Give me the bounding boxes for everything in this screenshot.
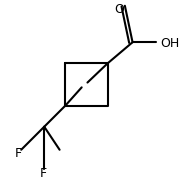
Text: F: F [15,147,22,160]
Text: O: O [114,3,124,16]
Text: F: F [40,167,47,180]
Text: OH: OH [160,37,180,50]
